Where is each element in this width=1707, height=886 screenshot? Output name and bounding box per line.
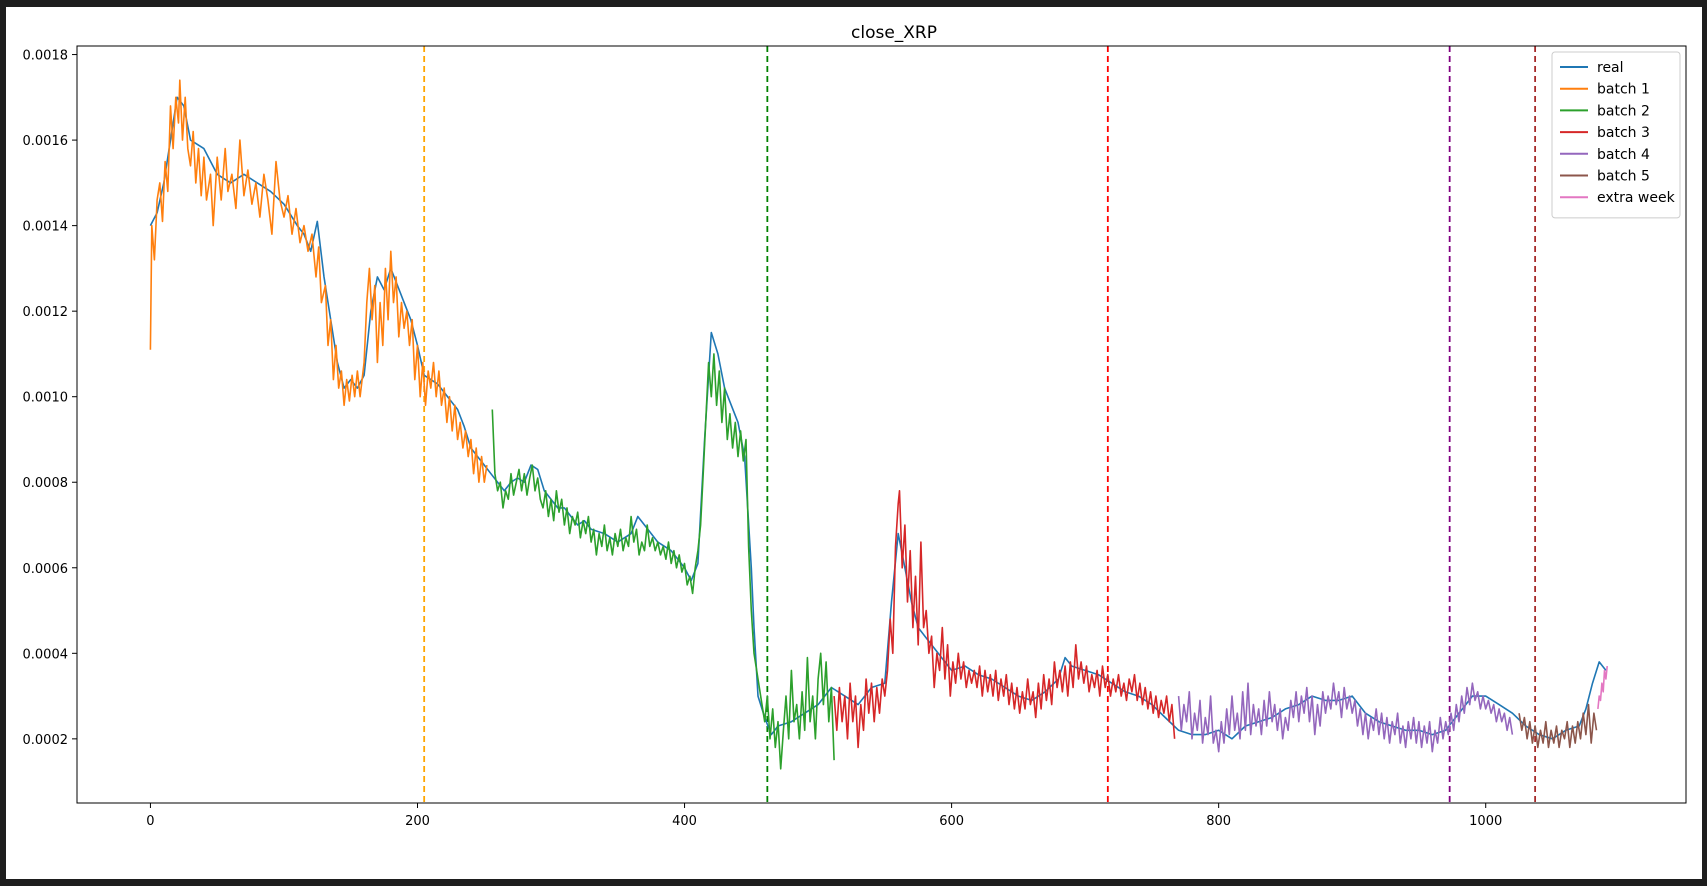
- x-tick-label: 800: [1206, 814, 1231, 829]
- x-tick-label: 1000: [1469, 814, 1502, 829]
- x-axis: 0 200 400 600 800 1000: [146, 803, 1502, 829]
- x-tick-label: 400: [672, 814, 697, 829]
- batch-boundaries: [423, 46, 1537, 803]
- plot-area: [76, 45, 1687, 804]
- legend: real batch 1 batch 2 batch 3 batch 4 batch 5 e…: [1551, 51, 1681, 219]
- y-tick-label: 0.0014: [23, 220, 69, 235]
- series-line-real: [149, 96, 1607, 740]
- series-line-batch-1: [149, 79, 488, 484]
- y-axis: 0.0002 0.0004 0.0006 0.0008 0.0010 0.0012 0.00…: [23, 49, 77, 748]
- series-line-extra-week: [1597, 666, 1608, 709]
- series-lines: [149, 79, 1608, 770]
- legend-entry: batch 2: [1597, 103, 1650, 119]
- x-tick-label: 600: [939, 814, 964, 829]
- chart-title: close_XRP: [851, 23, 937, 43]
- x-tick-label: 200: [405, 814, 430, 829]
- y-tick-label: 0.0016: [23, 134, 69, 149]
- figure: close_XRP 0 200 400 600 800 1000 0.0002 0.0004…: [6, 7, 1702, 879]
- series-line-batch-2: [491, 353, 835, 770]
- series-line-batch-5: [1518, 703, 1598, 749]
- legend-entry: real: [1597, 60, 1624, 76]
- y-tick-label: 0.0018: [23, 49, 69, 64]
- x-tick-label: 0: [146, 814, 154, 829]
- legend-entry: batch 3: [1597, 125, 1650, 141]
- y-tick-label: 0.0012: [23, 305, 69, 320]
- y-tick-label: 0.0004: [23, 647, 69, 662]
- legend-entry: batch 4: [1597, 147, 1650, 163]
- series-line-batch-3: [833, 489, 1176, 749]
- legend-entry: batch 5: [1597, 169, 1650, 185]
- y-tick-label: 0.0008: [23, 476, 69, 491]
- y-tick-label: 0.0006: [23, 562, 69, 577]
- legend-entry: extra week: [1597, 190, 1676, 206]
- line-chart: close_XRP 0 200 400 600 800 1000 0.0002 0.0004…: [23, 23, 1687, 829]
- series-line-batch-4: [1177, 682, 1514, 753]
- y-tick-label: 0.0010: [23, 391, 69, 406]
- y-tick-label: 0.0002: [23, 733, 69, 748]
- legend-entry: batch 1: [1597, 82, 1650, 98]
